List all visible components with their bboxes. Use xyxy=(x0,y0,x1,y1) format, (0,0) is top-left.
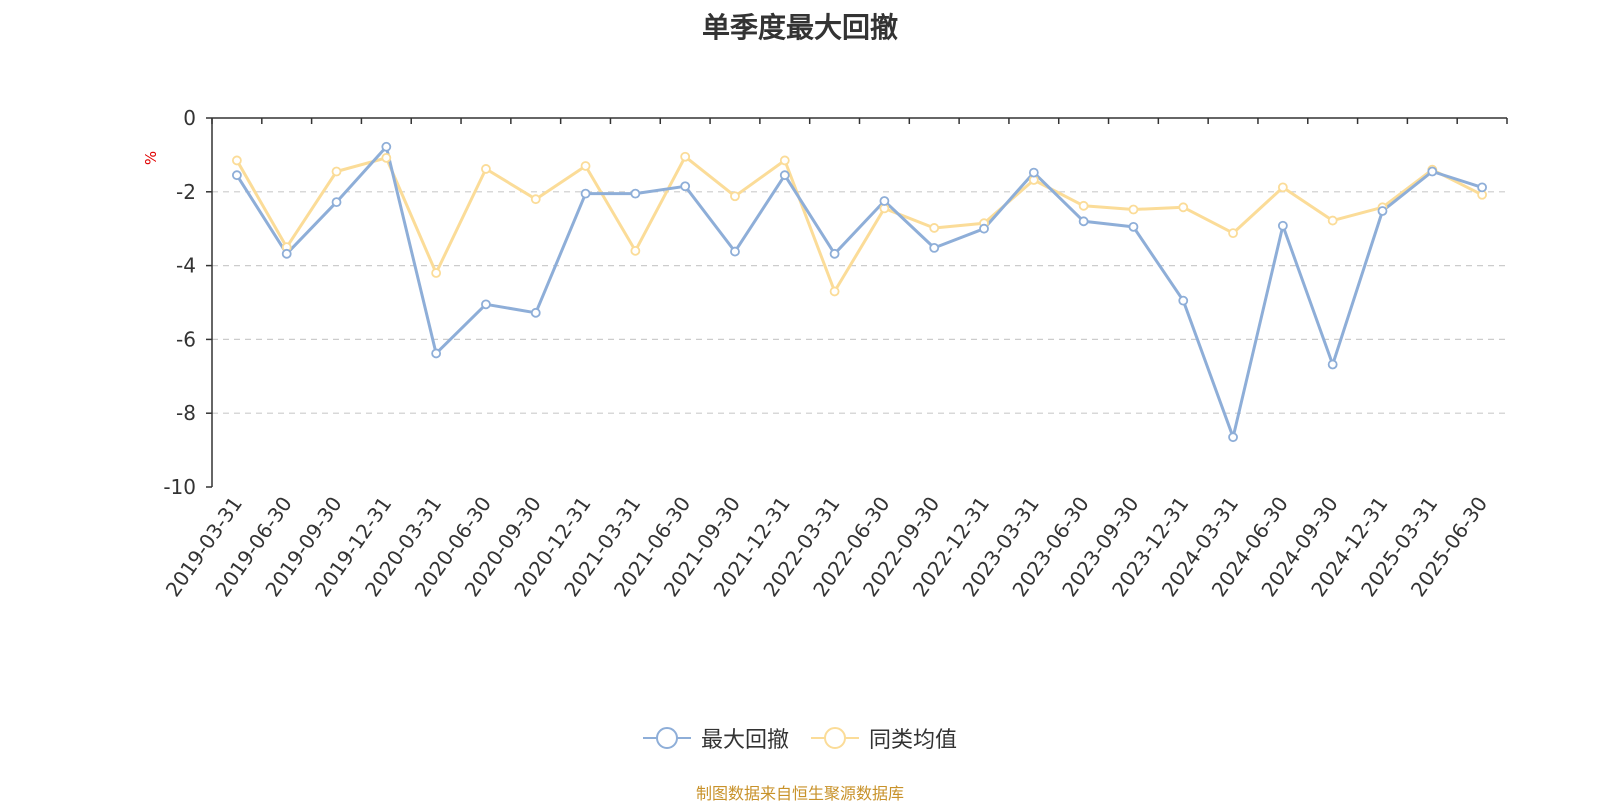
data-point xyxy=(879,196,890,206)
data-point xyxy=(381,152,392,163)
data-point xyxy=(1477,182,1487,193)
data-point xyxy=(281,248,292,259)
series-line-peer-average xyxy=(235,155,1483,293)
data-point xyxy=(232,170,242,181)
data-point xyxy=(779,170,790,181)
data-point xyxy=(1178,295,1189,306)
data-point xyxy=(481,299,491,310)
data-point xyxy=(680,181,691,192)
data-point xyxy=(1277,182,1288,193)
data-point xyxy=(1078,200,1089,211)
data-point xyxy=(331,197,342,208)
y-tick-label: 0 xyxy=(183,106,196,130)
data-point xyxy=(829,248,840,259)
data-point xyxy=(1327,215,1338,226)
data-point xyxy=(530,307,541,318)
data-point xyxy=(1277,220,1288,231)
data-point xyxy=(730,191,740,202)
data-point xyxy=(1228,228,1238,239)
data-point xyxy=(1228,432,1238,443)
data-point xyxy=(779,155,790,166)
data-point xyxy=(630,245,641,256)
y-axis: 0 -2 -4 -6 -8 -10 xyxy=(163,106,213,499)
legend: 最大回撤 同类均值 xyxy=(0,722,1600,754)
data-point xyxy=(829,286,840,297)
y-tick-label: -2 xyxy=(176,180,196,204)
y-tick-label: -8 xyxy=(176,401,196,425)
data-point xyxy=(481,164,491,174)
series-line-max-drawdown xyxy=(235,145,1483,439)
data-point xyxy=(1427,166,1438,177)
y-tick-label: -4 xyxy=(176,254,196,278)
data-point xyxy=(929,242,940,253)
legend-label: 同类均值 xyxy=(869,728,958,753)
x-axis: 2019-03-312019-06-302019-09-302019-12-31… xyxy=(161,117,1508,601)
y-tick-label: -6 xyxy=(176,327,196,351)
data-point xyxy=(1327,359,1338,370)
data-point xyxy=(979,223,989,234)
data-point xyxy=(431,348,442,359)
data-point xyxy=(1028,167,1039,178)
data-point xyxy=(1128,221,1139,232)
legend-label: 最大回撤 xyxy=(700,728,789,753)
data-point xyxy=(929,223,940,233)
y-tick-label: -10 xyxy=(163,475,196,499)
data-point xyxy=(1377,206,1388,216)
data-point xyxy=(680,151,691,162)
legend-item-peer-average[interactable]: 同类均值 xyxy=(811,722,957,754)
data-point xyxy=(381,141,392,152)
legend-marker-icon xyxy=(642,727,691,749)
data-point xyxy=(730,246,740,257)
data-point xyxy=(1128,204,1139,215)
source-note: 制图数据来自恒生聚源数据库 xyxy=(695,784,904,803)
chart-title: 单季度最大回撤 xyxy=(701,11,898,44)
legend-marker-icon xyxy=(811,727,859,749)
data-point xyxy=(1178,202,1189,213)
series-lines xyxy=(232,141,1487,443)
data-point xyxy=(530,194,541,205)
y-axis-unit: % xyxy=(142,151,160,165)
data-point xyxy=(232,155,242,166)
data-point xyxy=(580,161,591,171)
data-point xyxy=(431,268,442,278)
data-point xyxy=(1078,216,1089,227)
data-point xyxy=(331,166,342,177)
legend-item-max-drawdown[interactable]: 最大回撤 xyxy=(642,722,789,754)
data-point xyxy=(630,188,641,199)
data-point xyxy=(580,188,591,199)
